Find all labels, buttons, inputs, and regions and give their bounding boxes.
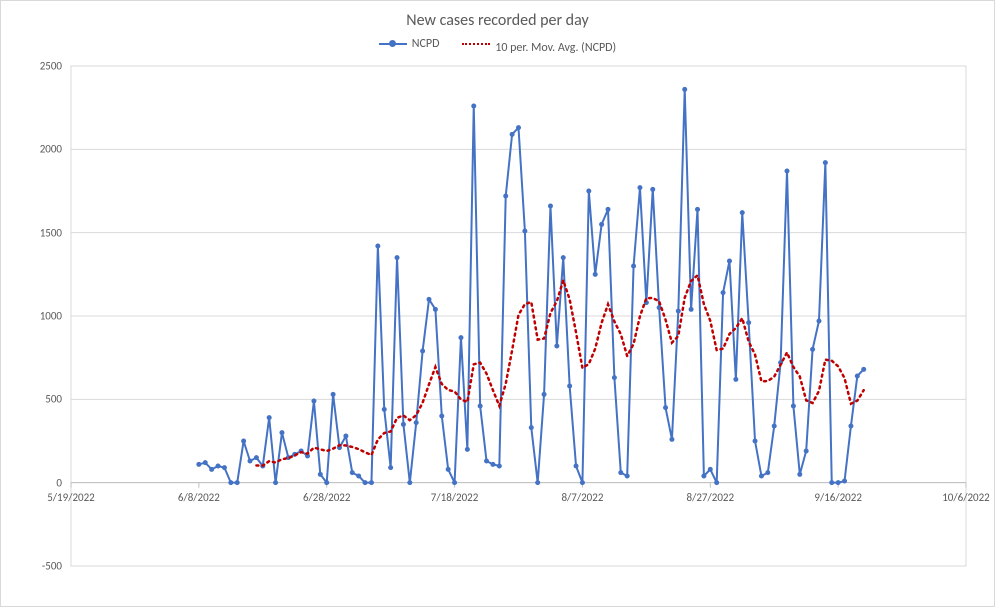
legend-swatch-movavg [462,43,490,47]
x-tick-label: 6/8/2022 [178,491,220,504]
y-tick-label: -500 [7,560,62,573]
y-tick-label: 2500 [7,60,62,73]
x-tick-label: 6/28/2022 [303,491,351,504]
x-tick-label: 8/27/2022 [687,491,735,504]
y-tick-label: 500 [7,393,62,406]
legend-item-movavg: 10 per. Mov. Avg. (NCPD) [462,41,616,55]
x-tick-label: 7/18/2022 [431,491,479,504]
chart-container: New cases recorded per day NCPD 10 per. … [0,0,995,607]
legend-swatch-ncpd [379,38,407,50]
x-tick-label: 8/7/2022 [561,491,603,504]
legend-item-ncpd: NCPD [379,37,440,51]
y-tick-label: 1000 [7,310,62,323]
legend-label-movavg: 10 per. Mov. Avg. (NCPD) [495,41,616,55]
y-tick-label: 1500 [7,226,62,239]
y-tick-label: 2000 [7,143,62,156]
y-tick-label: 0 [7,476,62,489]
legend-label-ncpd: NCPD [412,37,440,51]
x-tick-label: 9/16/2022 [814,491,862,504]
x-tick-label: 5/19/2022 [47,491,95,504]
x-tick-label: 10/6/2022 [942,491,990,504]
chart-title: New cases recorded per day [1,11,994,30]
legend: NCPD 10 per. Mov. Avg. (NCPD) [1,37,994,55]
